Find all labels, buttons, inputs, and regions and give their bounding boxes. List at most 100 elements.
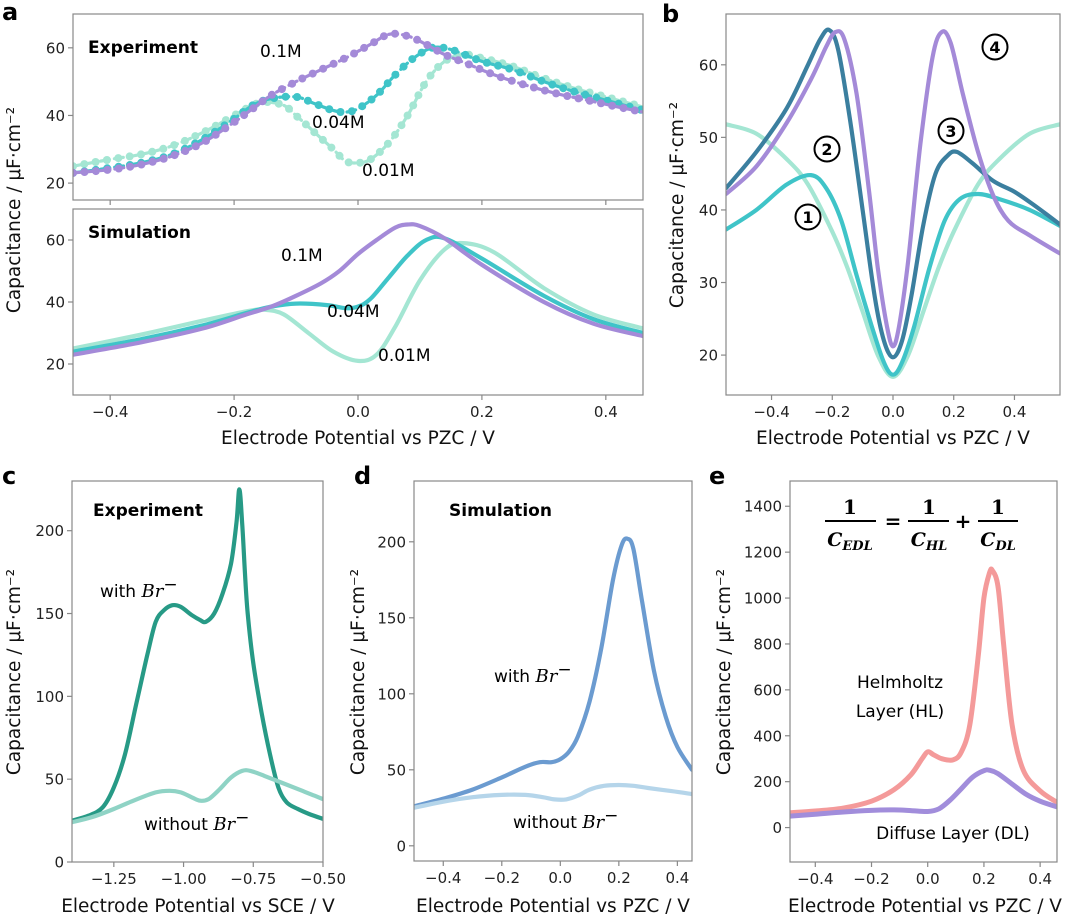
data-point — [80, 168, 89, 176]
panel-d-plot: 0 50 100 150 200 −0.4 −0.2 0.0 0.2 0.4 — [377, 480, 693, 887]
data-point — [585, 96, 594, 105]
y-tick-label: 1200 — [744, 544, 782, 562]
data-point — [399, 62, 408, 71]
data-point — [80, 160, 89, 169]
x-tick-label: −0.75 — [230, 870, 276, 888]
data-point — [391, 70, 400, 79]
data-point — [383, 139, 392, 148]
data-point — [281, 92, 290, 101]
data-point — [114, 154, 123, 163]
data-point — [159, 154, 168, 163]
data-point — [288, 79, 297, 88]
data-point — [413, 35, 422, 44]
data-point — [454, 56, 463, 65]
label-without-br-exp: without Br− — [144, 808, 249, 835]
label-0.1M-sim: 0.1M — [281, 246, 323, 266]
series-line-0.04M — [73, 45, 643, 175]
y-tick-label: 40 — [46, 294, 65, 312]
panel-d-xlabel: Electrode Potential vs PZC / V — [416, 896, 690, 917]
label-with-br-sim: with Br− — [494, 660, 572, 687]
series-line-with-Br- — [414, 536, 692, 809]
data-point — [159, 144, 168, 153]
data-point — [201, 127, 210, 136]
data-point — [347, 107, 356, 116]
y-tick-label: 60 — [46, 39, 65, 57]
y-tick-label: 100 — [35, 688, 64, 706]
data-point — [397, 121, 406, 130]
panel-b-ylabel: Capacitance / μF·cm⁻² — [667, 102, 688, 308]
series-group — [414, 536, 692, 810]
x-tick-label: 0.0 — [916, 870, 940, 888]
y-tick-label: 600 — [753, 681, 782, 699]
panel-letter-d: d — [354, 462, 371, 490]
panel-b-plot: 20 30 40 50 60 −0.4 −0.2 0.0 0.2 0.4 — [699, 13, 1061, 421]
data-point — [379, 32, 388, 41]
data-point — [417, 48, 426, 57]
y-tick-label: 200 — [35, 522, 64, 540]
svg-text:CHL: CHL — [911, 529, 948, 554]
panel-a-ylabel: Capacitance / μF·cm⁻² — [4, 107, 25, 313]
panel-c-title: Experiment — [93, 501, 203, 521]
svg-text:3: 3 — [945, 122, 956, 141]
x-tick-label: −0.4 — [92, 403, 128, 421]
data-point — [191, 132, 200, 141]
panel-c-xlabel: Electrode Potential vs SCE / V — [61, 896, 335, 917]
panel-d-ylabel: Capacitance / μF·cm⁻² — [348, 569, 369, 775]
data-point — [126, 162, 135, 171]
y-tick-label: 20 — [699, 347, 718, 365]
series-group — [73, 222, 643, 364]
label-0.1M-exp: 0.1M — [260, 42, 302, 62]
y-tick-label: 200 — [753, 773, 782, 791]
x-tick-label: −0.4 — [753, 403, 789, 421]
data-point — [285, 104, 293, 113]
data-point — [526, 72, 535, 81]
series-line-without-Br- — [72, 768, 323, 825]
data-point — [327, 143, 336, 152]
y-tick-label: 50 — [45, 771, 64, 789]
data-point — [318, 135, 327, 144]
data-point — [301, 120, 310, 129]
x-tick-label: −1.25 — [91, 870, 137, 888]
edl-capacitance-equation: 1 CEDL = 1 CHL + 1 CDL — [825, 495, 1018, 554]
data-point — [114, 164, 123, 173]
x-tick-label: 0.2 — [470, 403, 494, 421]
panel-letter-b: b — [662, 0, 679, 28]
svg-text:1: 1 — [843, 495, 857, 519]
data-point — [137, 160, 146, 169]
data-point — [516, 68, 525, 77]
data-point — [356, 158, 365, 167]
y-tick-label: 60 — [46, 232, 65, 250]
data-point — [486, 69, 495, 78]
x-tick-label: −0.4 — [425, 869, 461, 887]
y-tick-label: 0 — [772, 819, 782, 837]
svg-text:1: 1 — [802, 208, 813, 227]
label-0.04M-sim: 0.04M — [327, 302, 380, 322]
y-tick-label: 20 — [46, 356, 65, 374]
svg-text:+: + — [955, 509, 972, 533]
data-point — [211, 121, 220, 130]
svg-text:=: = — [885, 509, 902, 533]
x-tick-label: 0.2 — [607, 869, 631, 887]
data-point — [370, 38, 379, 47]
series-group — [72, 487, 323, 825]
data-point — [308, 69, 317, 78]
panel-b-xlabel: Electrode Potential vs PZC / V — [756, 428, 1030, 449]
panel-d-title: Simulation — [449, 501, 552, 521]
panel-letter-c: c — [2, 462, 16, 490]
data-point — [559, 84, 568, 93]
x-tick-label: 0.4 — [665, 869, 689, 887]
svg-text:2: 2 — [821, 140, 832, 159]
data-point — [293, 112, 302, 121]
data-point — [366, 155, 375, 164]
data-point — [537, 76, 546, 85]
circled-label-3: 3 — [937, 117, 965, 145]
svg-text:CEDL: CEDL — [827, 529, 872, 554]
y-tick-label: 40 — [46, 107, 65, 125]
data-point — [630, 106, 639, 115]
svg-text:1: 1 — [991, 495, 1005, 519]
x-tick-label: 0.4 — [1003, 403, 1027, 421]
circled-label-2: 2 — [813, 135, 841, 163]
x-tick-label: −0.4 — [797, 870, 833, 888]
data-point — [277, 85, 286, 94]
data-point — [507, 76, 516, 85]
